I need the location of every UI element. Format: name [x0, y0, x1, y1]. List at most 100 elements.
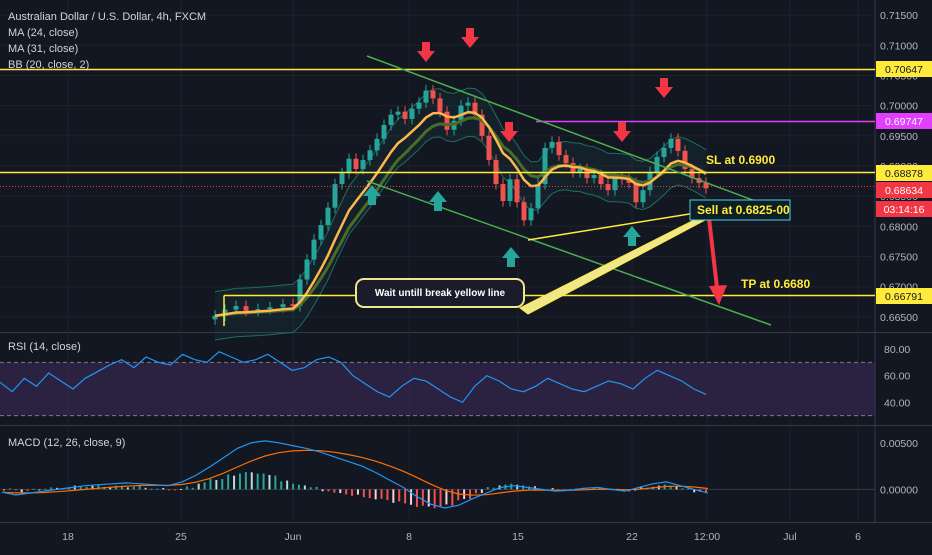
macd-bar — [516, 484, 519, 490]
macd-bar — [144, 487, 147, 490]
channel-upper-line[interactable] — [366, 55, 767, 206]
candle-body — [304, 259, 310, 280]
macd-bar — [445, 489, 448, 505]
candle-body — [353, 158, 359, 170]
macd-bar — [457, 489, 460, 501]
price-legend: Australian Dollar / U.S. Dollar, 4h, FXC… — [8, 9, 206, 73]
macd-bar — [150, 488, 153, 490]
macd-bar — [56, 487, 59, 490]
macd-bar — [250, 472, 253, 490]
macd-bar — [44, 488, 47, 490]
tag-68878-text: 0.68878 — [885, 168, 923, 180]
macd-bar — [433, 489, 436, 509]
support-line[interactable] — [527, 210, 709, 241]
down-arrow-head — [500, 131, 518, 142]
candle-body — [243, 306, 249, 311]
macd-bar — [262, 473, 265, 490]
up-arrow-stem — [434, 202, 442, 211]
tag-69747[interactable]: 0.69747 — [876, 113, 932, 129]
chart-title[interactable]: Australian Dollar / U.S. Dollar, 4h, FXC… — [8, 11, 207, 23]
macd-bar — [362, 489, 365, 498]
macd-bar — [392, 489, 395, 503]
candle-body — [374, 138, 380, 151]
macd-bar — [185, 486, 188, 490]
candle-body — [437, 98, 443, 112]
macd-bar — [26, 489, 29, 491]
candle-body — [549, 141, 555, 148]
macd-bar — [244, 472, 247, 490]
time-tick-label: Jul — [783, 531, 796, 543]
macd-bar — [238, 473, 241, 490]
tag-70647-text: 0.70647 — [885, 64, 923, 76]
sell-annotation-box[interactable] — [689, 199, 791, 221]
macd-bar — [168, 489, 171, 491]
macd-bar — [486, 487, 489, 490]
price-tick-label: 0.66500 — [880, 312, 918, 324]
macd-tick-label: 0.00000 — [880, 484, 918, 496]
macd-bar — [115, 485, 118, 490]
candle-body — [339, 173, 345, 185]
macd-bar — [675, 486, 678, 490]
candle-body — [233, 306, 239, 310]
bollinger-lower — [214, 135, 707, 341]
macd-bar — [274, 475, 277, 490]
down-arrow-stem — [505, 122, 513, 131]
legend-bb[interactable]: BB (20, close, 2) — [8, 59, 90, 71]
macd-bar — [297, 484, 300, 490]
candle-body — [605, 184, 611, 191]
candle-body — [500, 184, 506, 202]
sl-annotation[interactable]: SL at 0.6900 — [706, 153, 775, 167]
macd-bar — [292, 483, 295, 490]
time-tick-label: 8 — [406, 531, 412, 543]
price-tick-label: 0.71500 — [880, 10, 918, 22]
macd-bar — [439, 489, 442, 508]
candle-body — [472, 102, 478, 115]
candle-body — [626, 179, 632, 183]
tag-66791-text: 0.66791 — [885, 291, 923, 303]
candle-body — [332, 184, 338, 208]
tag-66791[interactable]: 0.66791 — [876, 288, 932, 304]
macd-bar — [592, 487, 595, 490]
macd-legend[interactable]: MACD (12, 26, close, 9) — [8, 437, 126, 449]
price-axis[interactable] — [875, 0, 932, 522]
candle-body — [514, 179, 520, 203]
tag-70647[interactable]: 0.70647 — [876, 61, 932, 77]
candle-body — [311, 239, 317, 260]
candle-body — [668, 138, 674, 148]
tp-annotation[interactable]: TP at 0.6680 — [741, 277, 810, 291]
price-tick-label: 0.71000 — [880, 40, 918, 52]
up-arrow-stem — [628, 237, 636, 246]
note-callout[interactable] — [355, 278, 525, 308]
legend-ma-24[interactable]: MA (24, close) — [8, 27, 79, 39]
price-tick-label: 0.67500 — [880, 252, 918, 264]
candle-body — [297, 279, 303, 307]
macd-bar — [227, 474, 230, 490]
macd-bar — [286, 480, 289, 490]
time-tick-label: 18 — [62, 531, 74, 543]
candle-body — [465, 102, 471, 106]
legend-ma-31[interactable]: MA (31, close) — [8, 43, 79, 55]
rsi-tick-label: 80.00 — [884, 344, 910, 356]
candle-body — [563, 155, 569, 163]
candle-body — [577, 169, 583, 173]
price-tick-label: 0.70000 — [880, 101, 918, 113]
tag-68634[interactable]: 0.68634 — [876, 182, 932, 198]
macd-bar — [693, 489, 696, 493]
candle-body — [280, 304, 286, 308]
time-tick-label: 6 — [855, 531, 861, 543]
drop-arrow-head — [709, 285, 727, 305]
macd-bar — [333, 489, 336, 493]
up-arrow-stem — [368, 196, 376, 205]
rsi-legend[interactable]: RSI (14, close) — [8, 341, 81, 353]
macd-bar — [351, 489, 354, 496]
macd-bar — [91, 485, 94, 490]
macd-bar — [398, 489, 401, 502]
tag-68634-text: 0.68634 — [885, 185, 923, 197]
tag-68878[interactable]: 0.68878 — [876, 165, 932, 181]
candle-body — [507, 179, 513, 202]
macd-line — [1, 440, 709, 509]
bollinger-fill — [215, 88, 706, 340]
candle-body — [255, 309, 261, 311]
